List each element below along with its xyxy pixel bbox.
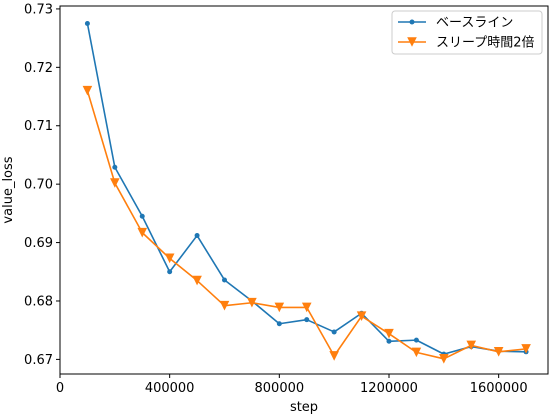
axes-frame [59, 5, 549, 375]
data-point [137, 227, 148, 238]
data-point [192, 275, 202, 286]
data-point [356, 311, 367, 321]
y-tick-label: 0.70 [24, 178, 53, 193]
legend-item: スリープ時間2倍 [398, 36, 535, 51]
x-tick-label: 1200000 [360, 381, 418, 396]
legend-marker [409, 19, 415, 25]
data-point [521, 344, 531, 354]
y-tick-label: 0.73 [24, 2, 53, 17]
legend-label: ベースライン [436, 16, 513, 31]
y-tick-label: 0.67 [24, 353, 53, 368]
data-point [466, 340, 477, 351]
data-point [219, 300, 230, 311]
data-point [439, 354, 449, 364]
data-point [493, 347, 504, 357]
data-point [84, 21, 90, 27]
data-point [112, 164, 118, 170]
x-tick-label: 400000 [145, 381, 195, 396]
series-2 [82, 85, 531, 364]
legend-item: ベースライン [398, 16, 513, 31]
data-point [247, 297, 257, 308]
y-tick-label: 0.72 [24, 61, 53, 76]
data-point [164, 253, 175, 264]
legend-label: スリープ時間2倍 [436, 36, 535, 51]
y-tick-label: 0.71 [24, 119, 53, 134]
legend-box [391, 10, 543, 55]
data-point [82, 85, 93, 96]
data-point [167, 269, 173, 275]
x-tick-label: 0 [56, 381, 64, 396]
data-point [413, 337, 419, 343]
y-tick-label: 0.69 [24, 236, 53, 251]
data-point [194, 233, 200, 239]
x-axis-label: step [290, 400, 318, 415]
data-point [329, 351, 339, 361]
legend-marker [407, 37, 417, 47]
y-axis-label: value_loss [1, 156, 16, 223]
y-tick-label: 0.68 [24, 294, 53, 309]
data-point [274, 302, 285, 313]
data-point [386, 338, 392, 344]
series-layer [82, 21, 531, 364]
x-tick-label: 800000 [255, 381, 305, 396]
x-tick-label: 1600000 [470, 381, 528, 396]
data-point [221, 277, 227, 283]
data-point [384, 328, 394, 339]
data-point [331, 329, 337, 335]
data-point [276, 321, 282, 327]
data-point [411, 347, 422, 358]
data-point [110, 178, 120, 188]
data-point [301, 302, 312, 313]
axes-layer: 0 400000 800000 1200000 1600000 0.67 0.68 0.69 0… [24, 2, 549, 396]
data-point [139, 213, 145, 219]
data-point [304, 317, 310, 323]
